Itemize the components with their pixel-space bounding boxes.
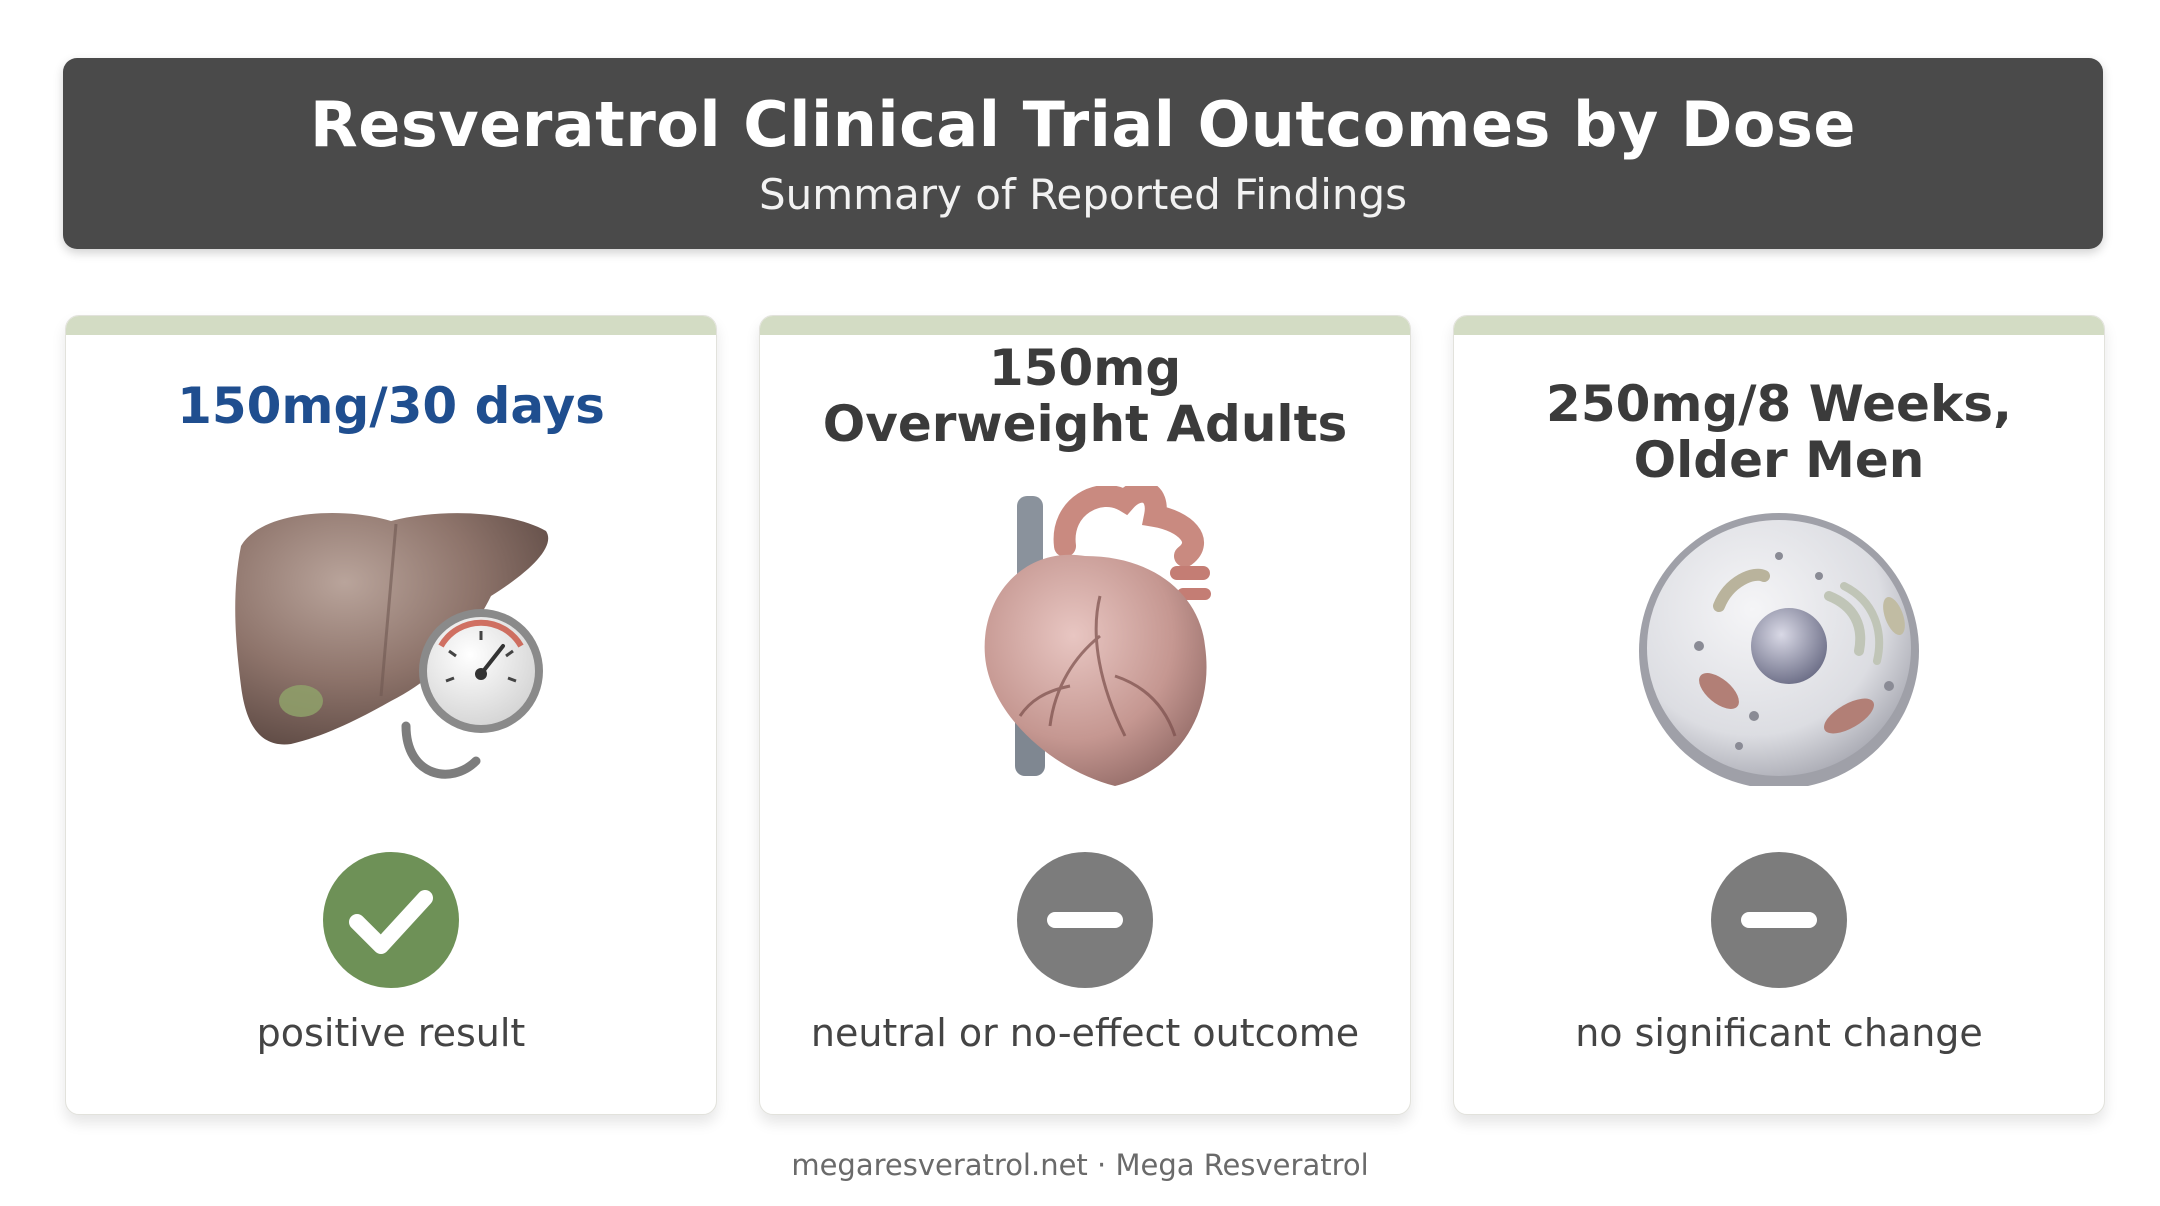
outcome-label: neutral or no-effect outcome [810, 1011, 1360, 1055]
card-title: 250mg/8 Weeks, Older Men [1546, 375, 2012, 489]
check-icon [323, 852, 459, 988]
page-subtitle: Summary of Reported Findings [758, 170, 1408, 219]
footer-credit: megaresveratrol.net · Mega Resveratrol [791, 1148, 1369, 1182]
outcome-card-3: 250mg/8 Weeks, Older Men [1453, 315, 2105, 1115]
card-title: 150mg Overweight Adults [822, 339, 1348, 453]
card-accent-strip [66, 316, 716, 335]
outcome-label: positive result [256, 1011, 526, 1055]
minus-icon [1017, 852, 1153, 988]
card-accent-strip [760, 316, 1410, 335]
outcome-label: no significant change [1575, 1011, 1983, 1055]
card-title: 150mg/30 days [177, 377, 605, 435]
page-title: Resveratrol Clinical Trial Outcomes by D… [310, 88, 1856, 161]
outcome-card-2: 150mg Overweight Adults neutral or no-ef… [759, 315, 1411, 1115]
title-banner: Resveratrol Clinical Trial Outcomes by D… [63, 58, 2103, 249]
minus-icon [1711, 852, 1847, 988]
outcome-card-1: 150mg/30 days [65, 315, 717, 1115]
heart-icon [984, 486, 1211, 786]
cell-icon [1639, 513, 1919, 786]
liver-gauge-icon [235, 513, 549, 779]
card-accent-strip [1454, 316, 2104, 335]
